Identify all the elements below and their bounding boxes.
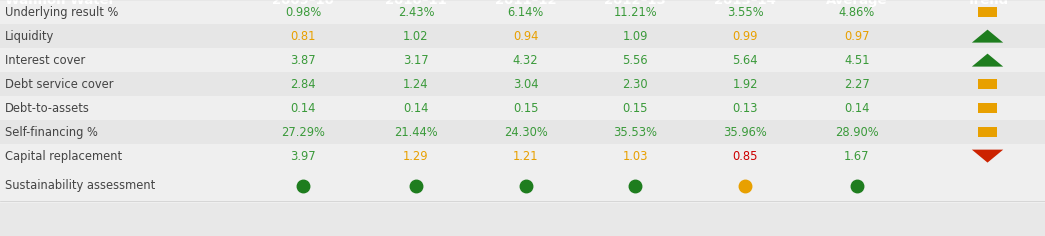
Bar [0, 144, 1045, 168]
Bar [978, 7, 997, 17]
Text: 0.97: 0.97 [844, 30, 869, 43]
Text: 0.14: 0.14 [844, 102, 869, 115]
Text: 0.15: 0.15 [623, 102, 648, 115]
Text: 1.09: 1.09 [623, 30, 648, 43]
Text: 0.14: 0.14 [403, 102, 428, 115]
Text: Capital replacement: Capital replacement [5, 150, 122, 163]
Bar [0, 24, 1045, 48]
Text: 0.13: 0.13 [733, 102, 758, 115]
Text: 4.32: 4.32 [513, 54, 538, 67]
Text: Self-financing %: Self-financing % [5, 126, 98, 139]
Text: 2.27: 2.27 [844, 78, 869, 91]
Text: 2.84: 2.84 [291, 78, 316, 91]
Text: 0.98%: 0.98% [285, 6, 321, 19]
Text: 2010–11: 2010–11 [385, 0, 447, 7]
Text: Average: Average [827, 0, 887, 7]
Text: 0.14: 0.14 [291, 102, 316, 115]
Text: 0.94: 0.94 [513, 30, 538, 43]
Text: 5.56: 5.56 [623, 54, 648, 67]
Text: Sustainability assessment: Sustainability assessment [5, 179, 156, 192]
Text: 2011–12: 2011–12 [495, 0, 556, 7]
Bar [0, 120, 1045, 144]
Text: 3.87: 3.87 [291, 54, 316, 67]
Text: 27.29%: 27.29% [281, 126, 325, 139]
Polygon shape [972, 54, 1003, 67]
Bar [0, 168, 1045, 203]
Text: 1.03: 1.03 [623, 150, 648, 163]
Text: 35.96%: 35.96% [723, 126, 767, 139]
Text: 11.21%: 11.21% [613, 6, 657, 19]
Text: 2013–14: 2013–14 [714, 0, 776, 7]
Text: 24.30%: 24.30% [504, 126, 548, 139]
Text: 0.99: 0.99 [733, 30, 758, 43]
Text: Liquidity: Liquidity [5, 30, 54, 43]
Text: 0.81: 0.81 [291, 30, 316, 43]
Bar [0, 96, 1045, 120]
Text: 3.97: 3.97 [291, 150, 316, 163]
Bar [0, 72, 1045, 96]
Text: 2009–10: 2009–10 [272, 0, 334, 7]
Text: 4.86%: 4.86% [839, 6, 875, 19]
Text: 1.24: 1.24 [403, 78, 428, 91]
Text: Interest cover: Interest cover [5, 54, 86, 67]
Text: 0.15: 0.15 [513, 102, 538, 115]
Text: 5.64: 5.64 [733, 54, 758, 67]
Text: 2.30: 2.30 [623, 78, 648, 91]
Text: 3.04: 3.04 [513, 78, 538, 91]
Text: 1.21: 1.21 [513, 150, 538, 163]
Text: 1.29: 1.29 [403, 150, 428, 163]
Bar [0, 48, 1045, 72]
Bar [978, 103, 997, 113]
Bar [978, 79, 997, 89]
Text: 21.44%: 21.44% [394, 126, 438, 139]
Text: 1.02: 1.02 [403, 30, 428, 43]
Polygon shape [972, 150, 1003, 163]
Text: 35.53%: 35.53% [613, 126, 657, 139]
Text: Underlying result %: Underlying result % [5, 6, 118, 19]
Text: 2.43%: 2.43% [398, 6, 434, 19]
Text: 4.51: 4.51 [844, 54, 869, 67]
Polygon shape [972, 30, 1003, 43]
Text: 2012–13: 2012–13 [604, 0, 667, 7]
Bar [0, 0, 1045, 24]
Text: 1.92: 1.92 [733, 78, 758, 91]
Text: 3.17: 3.17 [403, 54, 428, 67]
Text: 6.14%: 6.14% [508, 6, 543, 19]
Text: 0.85: 0.85 [733, 150, 758, 163]
Bar [978, 127, 997, 137]
Text: 3.55%: 3.55% [726, 6, 764, 19]
Text: Debt service cover: Debt service cover [5, 78, 114, 91]
Text: Wannon Water: Wannon Water [5, 0, 115, 7]
Text: 1.67: 1.67 [844, 150, 869, 163]
Text: Debt-to-assets: Debt-to-assets [5, 102, 90, 115]
Text: 28.90%: 28.90% [835, 126, 879, 139]
Text: Trend: Trend [967, 0, 1008, 7]
